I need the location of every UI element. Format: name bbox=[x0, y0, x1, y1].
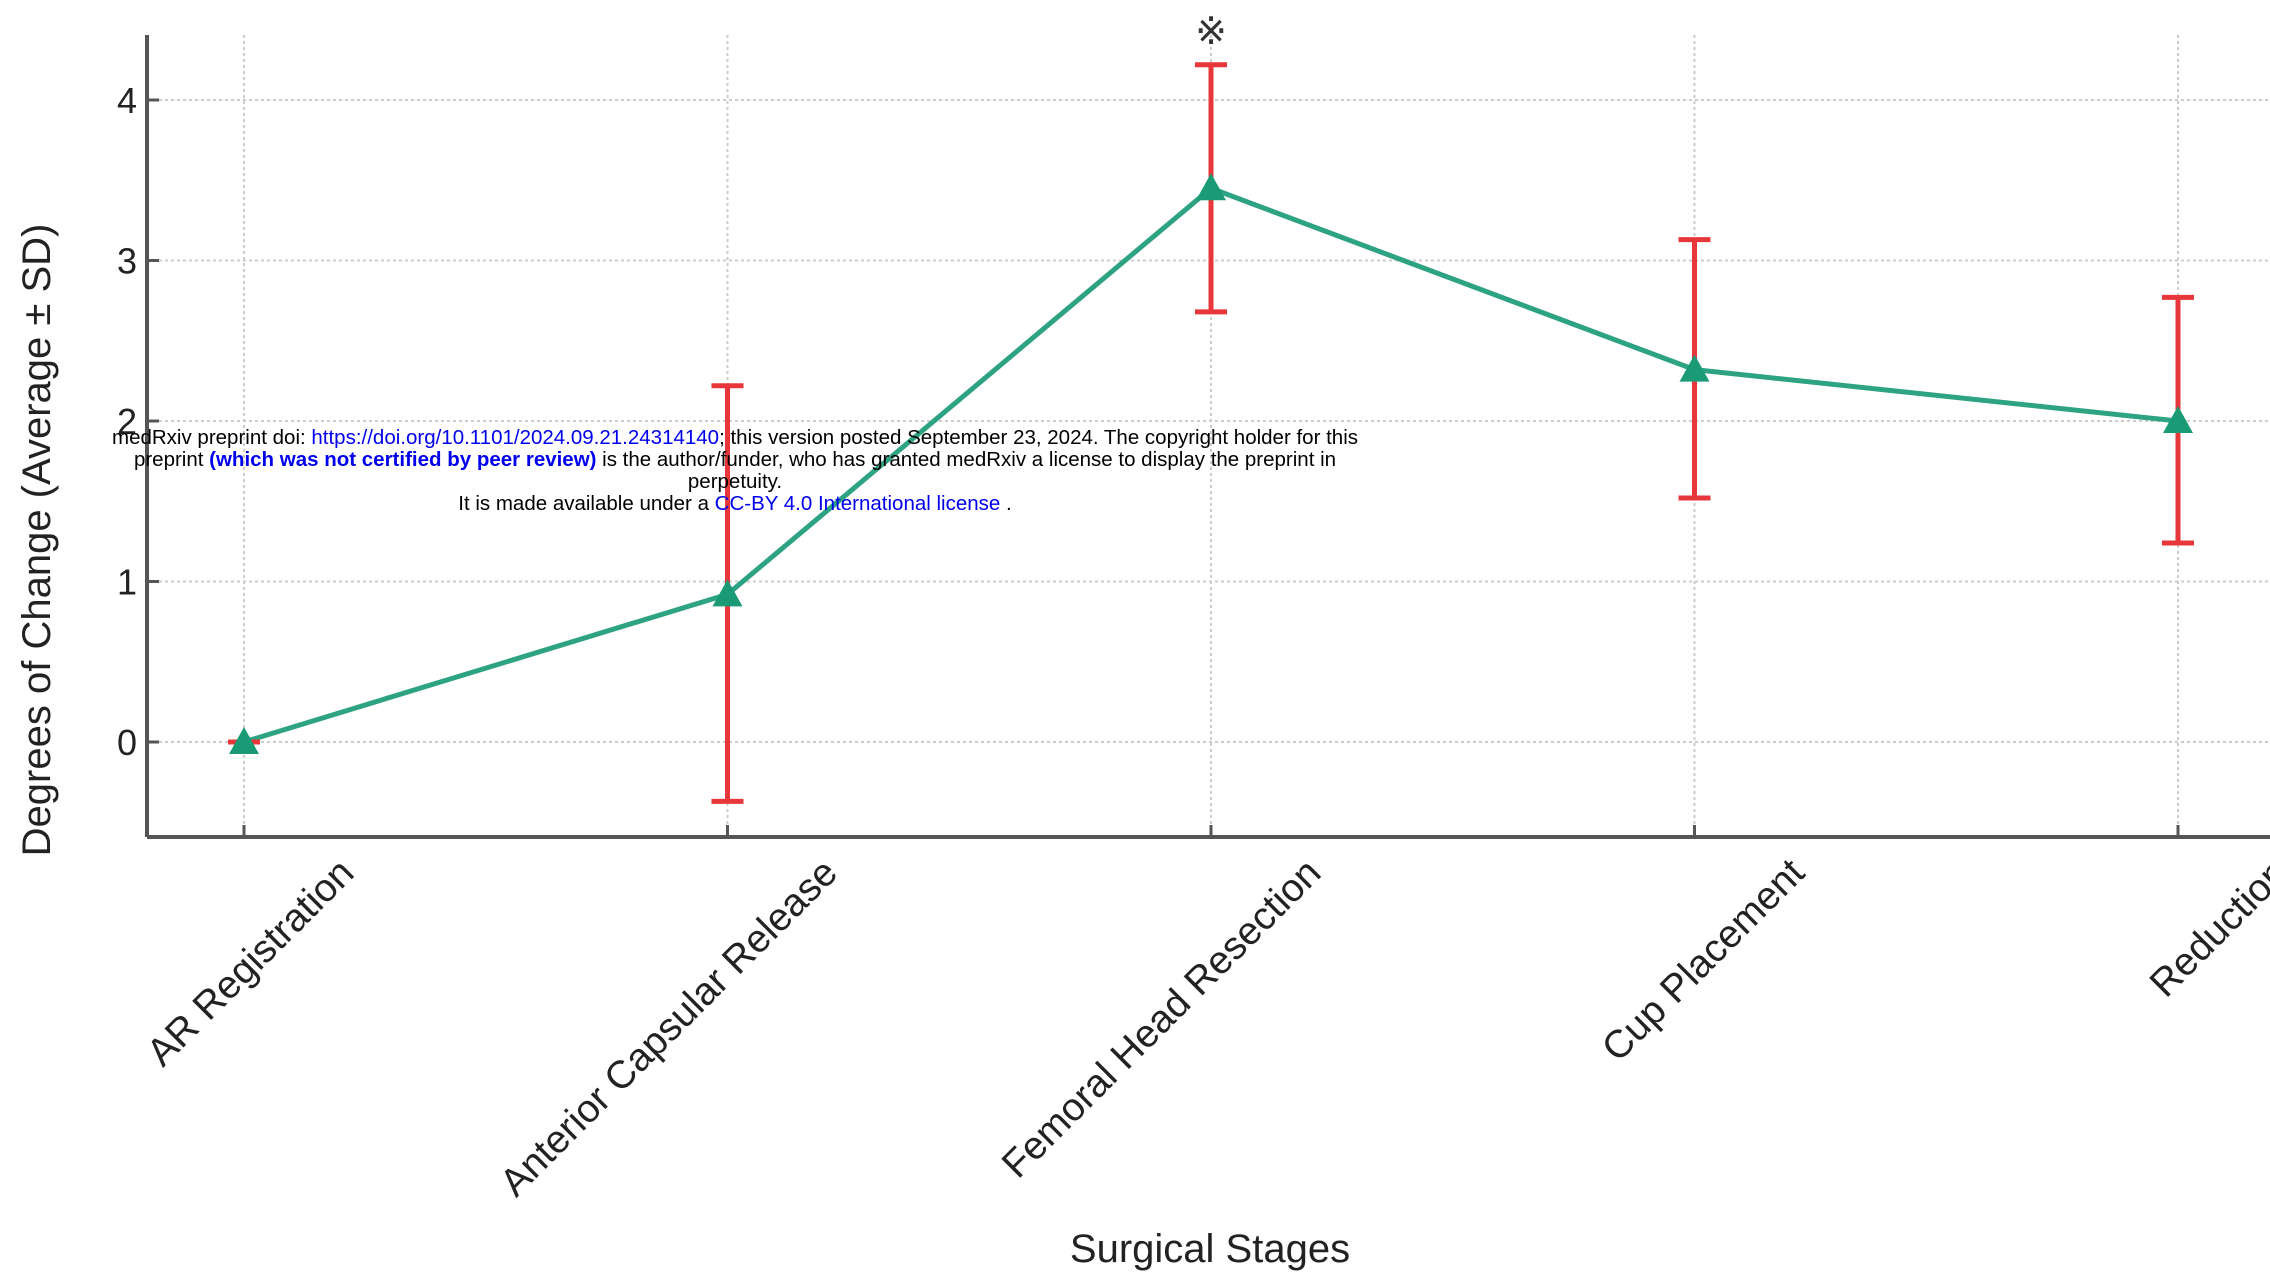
license-link[interactable]: CC-BY 4.0 International license bbox=[714, 492, 1001, 515]
preprint-watermark: medRxiv preprint doi: https://doi.org/10… bbox=[60, 427, 1410, 515]
y-tick-labels: 0 1 2 3 4 bbox=[117, 80, 137, 763]
x-tick-label: Reduction bbox=[2142, 851, 2270, 1006]
watermark-doi-prefix: medRxiv preprint doi: bbox=[112, 426, 312, 449]
x-tick-labels: AR Registration Anterior Capsular Release… bbox=[139, 851, 2270, 1205]
watermark-available-text: It is made available under a bbox=[458, 492, 715, 515]
y-tick-label: 0 bbox=[117, 722, 137, 763]
data-point-marker bbox=[712, 579, 743, 607]
data-points bbox=[229, 173, 2193, 754]
peer-review-note: (which was not certified by peer review) bbox=[209, 448, 597, 471]
x-tick-label: Femoral Head Resection bbox=[994, 851, 1329, 1186]
y-tick-label: 4 bbox=[117, 80, 137, 121]
watermark-line-2: preprint (which was not certified by pee… bbox=[60, 449, 1410, 471]
data-point-marker bbox=[1679, 354, 1710, 382]
x-tick-label: Cup Placement bbox=[1594, 851, 1813, 1070]
watermark-line-1: medRxiv preprint doi: https://doi.org/10… bbox=[60, 427, 1410, 449]
x-tick-label: Anterior Capsular Release bbox=[492, 851, 846, 1205]
y-axis-title: Degrees of Change (Average ± SD) bbox=[15, 224, 59, 857]
axes bbox=[145, 35, 2270, 839]
x-tick-label: AR Registration bbox=[139, 851, 363, 1075]
y-tick-label: 2 bbox=[117, 401, 137, 442]
watermark-line-4: It is made available under a CC-BY 4.0 I… bbox=[60, 493, 1410, 515]
watermark-line-3: perpetuity. bbox=[687, 470, 783, 493]
y-tick-label: 3 bbox=[117, 241, 137, 282]
data-point-marker bbox=[229, 727, 259, 754]
doi-link[interactable]: https://doi.org/10.1101/2024.09.21.24314… bbox=[311, 426, 720, 449]
significance-marker: ※ bbox=[1195, 9, 1227, 53]
y-tick-label: 1 bbox=[117, 562, 137, 603]
data-point-marker bbox=[2163, 406, 2193, 433]
annotations: ※ bbox=[1195, 9, 1227, 53]
data-point-marker bbox=[1196, 173, 1226, 201]
watermark-license-text: is the author/funder, who has granted me… bbox=[596, 448, 1337, 471]
x-axis-title: Surgical Stages bbox=[1070, 1227, 1350, 1271]
watermark-posted-text: ; this version posted September 23, 2024… bbox=[719, 426, 1358, 449]
watermark-preprint-text: preprint bbox=[133, 448, 210, 471]
watermark-end-text: . bbox=[1000, 492, 1012, 515]
